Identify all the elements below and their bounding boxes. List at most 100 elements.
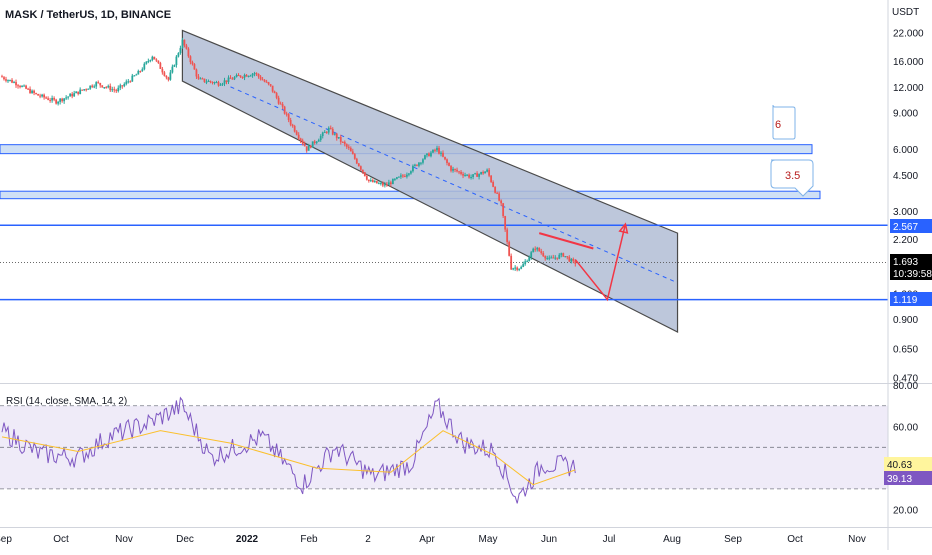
rsi-sma-tag-bg	[884, 471, 932, 485]
candle	[510, 253, 513, 271]
candle-body	[393, 178, 396, 180]
candle	[424, 154, 426, 160]
candle	[149, 59, 152, 63]
candle	[325, 131, 328, 134]
candle	[434, 148, 436, 153]
candle-body	[79, 89, 82, 94]
candle-body	[215, 82, 218, 84]
candle-body	[516, 267, 519, 270]
rsi-pane[interactable]	[0, 396, 888, 504]
candle-body	[574, 260, 577, 264]
candle-body	[121, 85, 124, 87]
candle-body	[267, 82, 270, 85]
candle	[299, 137, 302, 144]
candle-body	[484, 171, 486, 174]
candle-body	[460, 171, 462, 174]
candle-body	[41, 94, 43, 97]
candle-body	[530, 252, 533, 258]
candle	[560, 252, 563, 258]
descending-channel[interactable]	[181, 29, 679, 334]
candle-body	[67, 96, 70, 98]
candle	[47, 96, 50, 101]
candle-body	[223, 80, 226, 84]
candle-body	[3, 77, 5, 80]
candle-body	[544, 256, 547, 259]
candle-body	[39, 95, 41, 97]
candle-body	[564, 256, 567, 258]
candle	[486, 168, 489, 173]
candle	[265, 79, 268, 83]
candle	[285, 111, 288, 117]
candle-body	[45, 97, 48, 99]
time-tick-label: May	[479, 534, 498, 545]
candle	[157, 60, 160, 64]
candle	[249, 74, 252, 77]
candle	[15, 79, 17, 88]
candle-body	[478, 174, 480, 177]
candle-body	[347, 146, 350, 148]
candle	[464, 172, 466, 177]
candle-body	[83, 89, 86, 91]
candle	[133, 75, 136, 77]
candle	[209, 80, 212, 84]
candle	[207, 79, 210, 82]
candle	[462, 171, 464, 179]
candle-body	[137, 71, 140, 75]
candle-body	[309, 145, 312, 148]
candle-body	[287, 114, 290, 120]
candle	[137, 69, 140, 75]
candle	[540, 248, 543, 255]
candle	[75, 91, 78, 94]
candle	[195, 68, 198, 80]
candle-body	[500, 200, 503, 204]
candle	[400, 173, 402, 179]
price-tick-label: 22.000	[893, 29, 924, 40]
candle	[175, 55, 178, 68]
candle	[566, 256, 569, 260]
price-tick-label: 0.900	[893, 315, 918, 326]
candle	[502, 202, 505, 218]
candle-body	[504, 216, 507, 230]
candle	[103, 87, 106, 89]
candle-body	[406, 174, 408, 177]
candle	[95, 81, 98, 89]
candle-body	[416, 164, 418, 166]
candle	[418, 161, 420, 168]
candle	[408, 172, 410, 177]
pattern-trendline[interactable]	[538, 232, 594, 250]
candle	[456, 167, 458, 173]
candle	[17, 84, 19, 89]
candle	[404, 174, 406, 178]
candle-body	[11, 79, 13, 83]
callout-3-5[interactable]: 3.5	[770, 159, 814, 197]
candle	[287, 113, 290, 123]
candle-body	[428, 153, 430, 157]
forecast-path[interactable]	[574, 223, 627, 302]
candle-body	[293, 126, 296, 132]
candle	[458, 170, 460, 175]
price-pane[interactable]	[0, 29, 888, 334]
candle-body	[560, 253, 563, 255]
rsi-sma-line[interactable]	[1, 430, 576, 486]
candle	[99, 82, 102, 88]
rsi-line[interactable]	[1, 396, 576, 504]
candle	[243, 73, 246, 81]
candle	[63, 98, 66, 104]
candle-body	[305, 146, 308, 151]
candle	[538, 247, 541, 252]
candle-body	[15, 82, 17, 86]
candle	[125, 79, 128, 86]
candle	[163, 70, 166, 77]
candle-body	[127, 81, 130, 83]
candle-body	[402, 175, 404, 177]
candle-body	[325, 131, 328, 133]
candle	[351, 148, 354, 155]
candle	[275, 91, 278, 100]
candle	[69, 93, 72, 97]
candle	[518, 268, 521, 272]
candle-body	[321, 132, 324, 137]
time-tick-label: Oct	[787, 534, 803, 545]
price-tick-label: 4.500	[893, 171, 918, 182]
candle-body	[59, 98, 62, 102]
callout-6[interactable]: 6	[772, 104, 796, 140]
